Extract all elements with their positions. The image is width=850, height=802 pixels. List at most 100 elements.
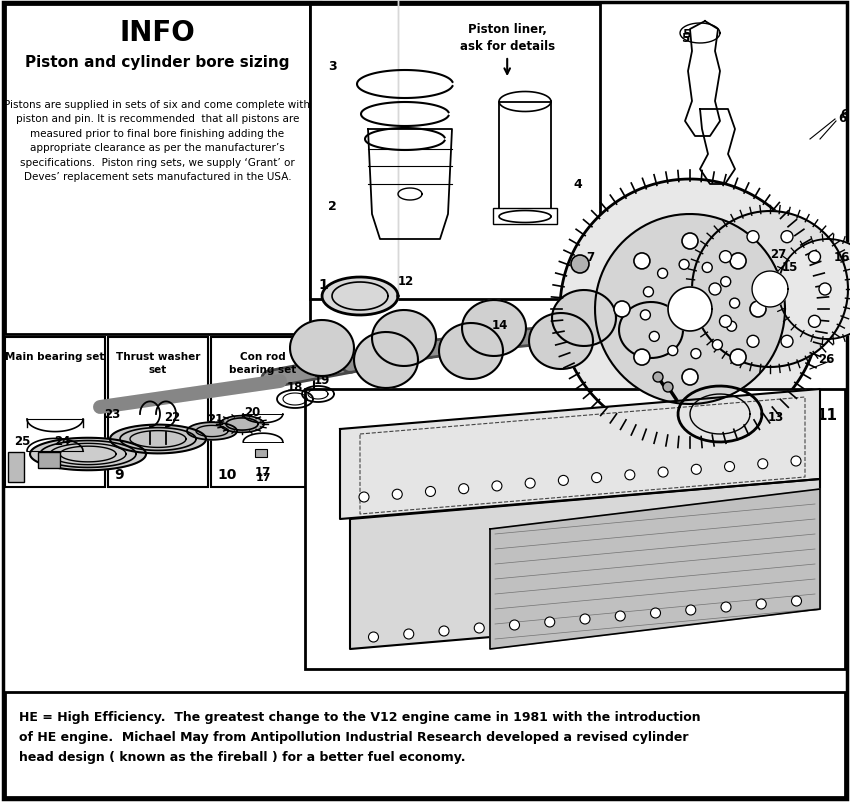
Bar — [8, 452, 24, 482]
Circle shape — [509, 620, 519, 630]
Text: 13: 13 — [768, 411, 784, 424]
Circle shape — [649, 332, 660, 342]
Text: 5: 5 — [681, 31, 689, 44]
Text: 25: 25 — [14, 435, 31, 448]
Text: 8: 8 — [11, 468, 20, 481]
Circle shape — [525, 479, 536, 488]
Bar — [493, 209, 557, 225]
Text: 26: 26 — [818, 353, 834, 366]
Text: 24: 24 — [54, 435, 71, 448]
Text: Pistons are supplied in sets of six and come complete with
piston and pin. It is: Pistons are supplied in sets of six and … — [4, 100, 310, 182]
Circle shape — [653, 373, 663, 383]
Circle shape — [474, 623, 484, 634]
Text: 20: 20 — [244, 406, 260, 419]
Circle shape — [727, 322, 737, 332]
Circle shape — [808, 316, 820, 328]
Text: 14: 14 — [492, 319, 508, 332]
Text: 17: 17 — [255, 466, 271, 479]
Text: 27: 27 — [770, 248, 786, 261]
Text: 22: 22 — [164, 411, 180, 424]
Bar — [5, 692, 845, 797]
Bar — [499, 103, 551, 217]
Circle shape — [625, 470, 635, 480]
Circle shape — [663, 383, 673, 392]
Text: 16: 16 — [834, 251, 850, 264]
Circle shape — [691, 464, 701, 475]
Circle shape — [712, 340, 722, 350]
Circle shape — [369, 632, 378, 642]
Circle shape — [643, 287, 654, 298]
Bar — [5, 5, 310, 334]
Text: 6: 6 — [840, 108, 848, 121]
Circle shape — [791, 596, 802, 606]
Text: 7: 7 — [586, 251, 594, 264]
Text: 5: 5 — [683, 28, 692, 42]
Circle shape — [592, 473, 602, 483]
Text: Con rod
bearing set: Con rod bearing set — [229, 351, 296, 375]
Circle shape — [571, 256, 589, 273]
Text: 9: 9 — [114, 468, 123, 481]
Circle shape — [359, 492, 369, 502]
Circle shape — [730, 253, 746, 269]
Circle shape — [719, 316, 732, 328]
Text: Main bearing set: Main bearing set — [5, 351, 105, 362]
Circle shape — [747, 232, 759, 243]
Polygon shape — [752, 272, 788, 308]
Text: 18: 18 — [286, 381, 303, 394]
Circle shape — [614, 302, 630, 318]
Circle shape — [404, 630, 414, 639]
Text: 4: 4 — [573, 178, 582, 191]
Circle shape — [545, 618, 555, 627]
Bar — [305, 390, 845, 669]
Polygon shape — [220, 416, 264, 433]
Text: 15: 15 — [782, 261, 798, 274]
Bar — [310, 5, 600, 300]
Circle shape — [721, 602, 731, 612]
Circle shape — [459, 484, 468, 494]
Circle shape — [747, 336, 759, 348]
Circle shape — [682, 233, 698, 249]
Text: 6: 6 — [838, 111, 846, 124]
Polygon shape — [619, 302, 683, 358]
Circle shape — [730, 350, 746, 366]
Polygon shape — [490, 489, 820, 649]
Circle shape — [781, 336, 793, 348]
Circle shape — [650, 608, 660, 618]
Text: 12: 12 — [398, 275, 414, 288]
Polygon shape — [372, 310, 436, 367]
Text: 19: 19 — [314, 374, 330, 387]
Circle shape — [640, 310, 650, 321]
Polygon shape — [560, 180, 820, 439]
Circle shape — [757, 460, 768, 469]
Circle shape — [426, 487, 435, 497]
Circle shape — [750, 302, 766, 318]
Circle shape — [791, 456, 801, 467]
Polygon shape — [439, 323, 503, 379]
Bar — [5, 338, 105, 488]
Circle shape — [658, 269, 667, 279]
Polygon shape — [595, 215, 785, 404]
Text: 17: 17 — [255, 472, 271, 482]
Text: Piston liner,
ask for details: Piston liner, ask for details — [460, 23, 555, 53]
Circle shape — [719, 251, 732, 263]
Circle shape — [781, 232, 793, 243]
Circle shape — [808, 251, 820, 263]
Polygon shape — [462, 301, 526, 357]
Text: 3: 3 — [328, 60, 337, 73]
Polygon shape — [290, 321, 354, 376]
Bar — [108, 338, 208, 488]
Text: 2: 2 — [328, 200, 337, 213]
Circle shape — [702, 263, 712, 273]
Text: INFO: INFO — [120, 19, 196, 47]
Polygon shape — [30, 438, 146, 471]
Circle shape — [679, 260, 689, 270]
Text: 11: 11 — [816, 407, 837, 423]
Circle shape — [691, 349, 701, 359]
Circle shape — [634, 253, 650, 269]
Bar — [211, 338, 314, 488]
Circle shape — [615, 611, 626, 622]
Text: 10: 10 — [217, 468, 236, 481]
Polygon shape — [354, 333, 418, 388]
Circle shape — [709, 284, 721, 296]
Text: 1: 1 — [318, 277, 328, 292]
